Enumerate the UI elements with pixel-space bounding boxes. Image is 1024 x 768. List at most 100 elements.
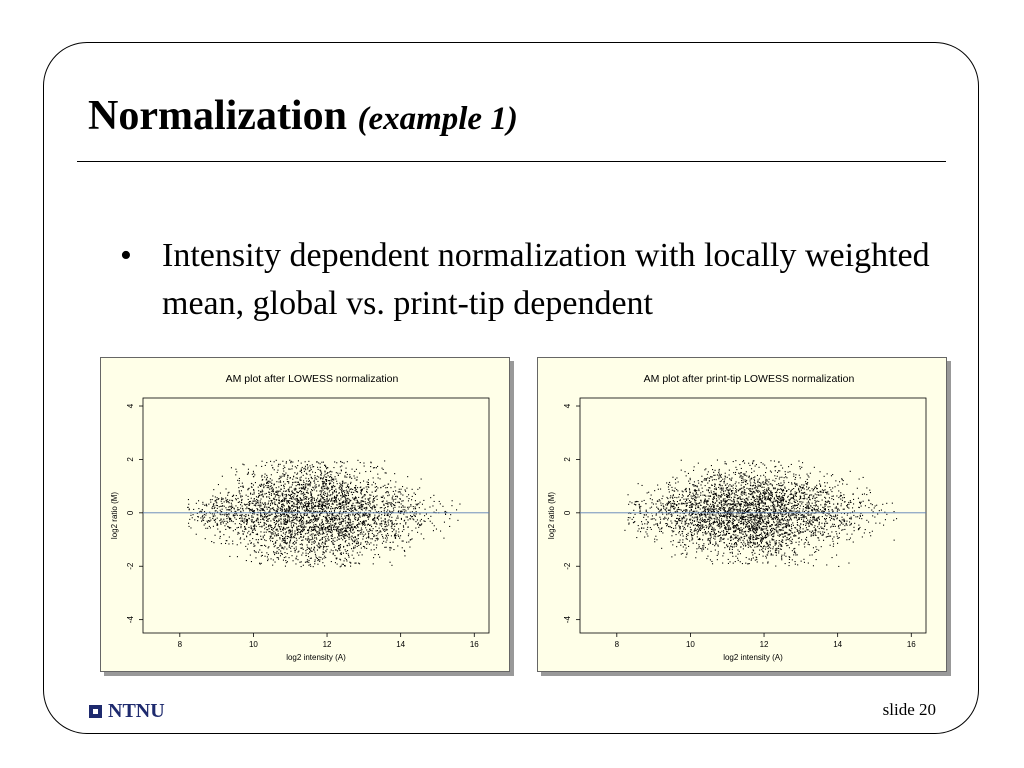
data-point [310, 557, 312, 559]
data-point [332, 521, 334, 523]
data-point [362, 500, 364, 502]
data-point [779, 492, 781, 494]
data-point [247, 503, 249, 505]
data-point [323, 492, 325, 494]
data-point [627, 519, 629, 521]
data-point [342, 496, 344, 498]
data-point [324, 505, 326, 507]
data-point [360, 532, 362, 534]
data-point [402, 494, 404, 496]
data-point [726, 517, 728, 519]
data-point [247, 543, 249, 545]
data-point [721, 525, 723, 527]
data-point [755, 514, 757, 516]
data-point [345, 506, 347, 508]
data-point [319, 515, 321, 517]
data-point [712, 543, 714, 545]
data-point [297, 528, 299, 530]
data-point [355, 488, 357, 490]
data-point [310, 494, 312, 496]
data-point [720, 473, 722, 475]
data-point [331, 516, 333, 518]
data-point [679, 528, 681, 530]
data-point [308, 483, 310, 485]
x-tick-label: 10 [249, 640, 258, 649]
data-point [333, 546, 335, 548]
data-point [250, 509, 252, 511]
data-point [312, 466, 314, 468]
data-point [277, 525, 279, 527]
data-point [316, 519, 318, 521]
data-point [350, 507, 352, 509]
data-point [759, 549, 761, 551]
data-point [429, 506, 431, 508]
data-point [250, 561, 252, 563]
data-point [749, 511, 751, 513]
data-point [743, 493, 745, 495]
data-point [293, 536, 295, 538]
data-point [289, 546, 291, 548]
data-point [438, 500, 440, 502]
data-point [253, 476, 255, 478]
data-point [755, 534, 757, 536]
data-point [839, 481, 841, 483]
data-point [408, 533, 410, 535]
data-point [228, 512, 230, 514]
data-point [427, 518, 429, 520]
data-point [378, 514, 380, 516]
data-point [338, 534, 340, 536]
data-point [346, 485, 348, 487]
data-point [343, 504, 345, 506]
data-point [272, 559, 274, 561]
data-point [222, 514, 224, 516]
data-point [262, 516, 264, 518]
data-point [373, 504, 375, 506]
data-point [311, 464, 313, 466]
data-point [283, 520, 285, 522]
data-point [291, 465, 293, 467]
data-point [291, 513, 293, 515]
data-point [369, 528, 371, 530]
data-point [714, 484, 716, 486]
data-point [718, 477, 720, 479]
data-point [781, 517, 783, 519]
data-point [321, 477, 323, 479]
data-point [403, 513, 405, 515]
data-point [732, 533, 734, 535]
data-point [226, 518, 228, 520]
data-point [294, 509, 296, 511]
data-point [246, 548, 248, 550]
data-point [293, 525, 295, 527]
data-point [783, 495, 785, 497]
data-point [713, 517, 715, 519]
data-point [362, 536, 364, 538]
data-point [189, 518, 191, 520]
data-point [230, 518, 232, 520]
data-point [267, 518, 269, 520]
data-point [762, 496, 764, 498]
data-point [293, 510, 295, 512]
data-point [338, 492, 340, 494]
data-point [681, 520, 683, 522]
data-point [689, 493, 691, 495]
data-point [357, 512, 359, 514]
data-point [292, 520, 294, 522]
data-point [313, 480, 315, 482]
data-point [729, 504, 731, 506]
data-point [329, 519, 331, 521]
data-point [748, 462, 750, 464]
data-point [297, 551, 299, 553]
data-point [385, 528, 387, 530]
data-point [695, 513, 697, 515]
data-point [778, 484, 780, 486]
data-point [389, 511, 391, 513]
data-point [307, 466, 309, 468]
data-point [314, 553, 316, 555]
data-point [302, 539, 304, 541]
data-point [331, 530, 333, 532]
data-point [318, 500, 320, 502]
data-point [259, 491, 261, 493]
data-point [459, 503, 461, 505]
data-point [405, 510, 407, 512]
data-point [358, 507, 360, 509]
